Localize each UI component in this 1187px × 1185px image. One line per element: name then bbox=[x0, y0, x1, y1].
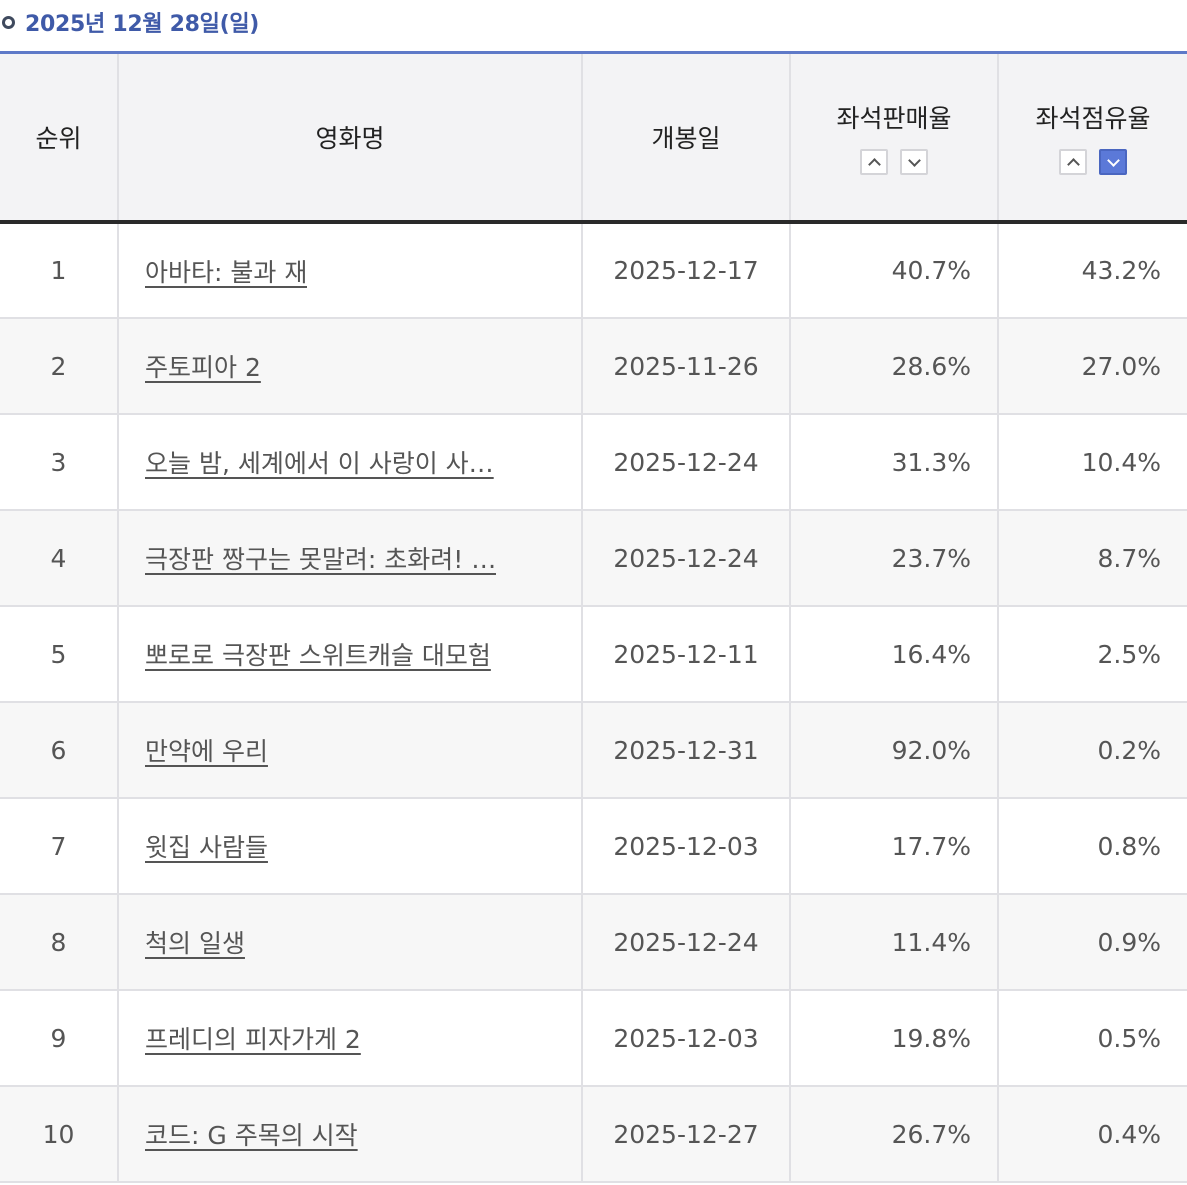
rank-cell: 1 bbox=[0, 222, 118, 319]
column-header-rank: 순위 bbox=[0, 54, 118, 224]
release-date-cell: 2025-12-24 bbox=[581, 414, 790, 511]
title-cell: 윗집 사람들 bbox=[117, 798, 582, 895]
seat-sales-cell: 16.4% bbox=[789, 606, 998, 703]
release-date-cell: 2025-12-17 bbox=[581, 222, 790, 319]
seat-share-cell: 10.4% bbox=[997, 414, 1187, 511]
seat-sales-cell: 92.0% bbox=[789, 702, 998, 799]
table-row: 2 주토피아 2 2025-11-26 28.6% 27.0% bbox=[0, 318, 1187, 415]
movie-title-link[interactable]: 척의 일생 bbox=[145, 929, 245, 958]
column-header-seat-sales: 좌석판매율 bbox=[789, 54, 998, 224]
release-date-cell: 2025-12-31 bbox=[581, 702, 790, 799]
title-cell: 척의 일생 bbox=[117, 894, 582, 991]
circle-bullet-icon bbox=[2, 15, 15, 29]
rank-cell: 9 bbox=[0, 990, 118, 1087]
release-date-cell: 2025-12-24 bbox=[581, 510, 790, 607]
table-row: 9 프레디의 피자가게 2 2025-12-03 19.8% 0.5% bbox=[0, 990, 1187, 1087]
seat-sales-sort bbox=[791, 149, 997, 175]
movie-title-link[interactable]: 프레디의 피자가게 2 bbox=[145, 1025, 361, 1054]
table-body: 1 아바타: 불과 재 2025-12-17 40.7% 43.2% 2 주토피아 2 202… bbox=[0, 222, 1187, 1183]
rank-cell: 7 bbox=[0, 798, 118, 895]
title-cell: 주토피아 2 bbox=[117, 318, 582, 415]
title-cell: 코드: G 주목의 시작 bbox=[117, 1086, 582, 1183]
movie-title-link[interactable]: 만약에 우리 bbox=[145, 737, 268, 766]
rank-cell: 6 bbox=[0, 702, 118, 799]
title-cell: 프레디의 피자가게 2 bbox=[117, 990, 582, 1087]
table-row: 8 척의 일생 2025-12-24 11.4% 0.9% bbox=[0, 894, 1187, 991]
table-row: 5 뽀로로 극장판 스위트캐슬 대모험 2025-12-11 16.4% 2.5% bbox=[0, 606, 1187, 703]
rank-cell: 8 bbox=[0, 894, 118, 991]
rank-cell: 5 bbox=[0, 606, 118, 703]
seat-sales-cell: 31.3% bbox=[789, 414, 998, 511]
release-date-cell: 2025-12-11 bbox=[581, 606, 790, 703]
movie-title-link[interactable]: 주토피아 2 bbox=[145, 353, 261, 382]
seat-share-sort-desc-button[interactable] bbox=[1099, 149, 1127, 175]
seat-share-cell: 0.9% bbox=[997, 894, 1187, 991]
title-cell: 아바타: 불과 재 bbox=[117, 222, 582, 319]
box-office-table: 순위 영화명 개봉일 좌석판매율 좌석점유율 bbox=[0, 54, 1187, 1183]
rank-cell: 4 bbox=[0, 510, 118, 607]
seat-sales-cell: 28.6% bbox=[789, 318, 998, 415]
title-cell: 만약에 우리 bbox=[117, 702, 582, 799]
table-header-row: 순위 영화명 개봉일 좌석판매율 좌석점유율 bbox=[0, 54, 1187, 224]
release-date-cell: 2025-12-27 bbox=[581, 1086, 790, 1183]
column-header-release: 개봉일 bbox=[581, 54, 790, 224]
seat-share-cell: 0.4% bbox=[997, 1086, 1187, 1183]
seat-sales-sort-asc-button[interactable] bbox=[860, 149, 888, 175]
seat-share-cell: 43.2% bbox=[997, 222, 1187, 319]
table-row: 10 코드: G 주목의 시작 2025-12-27 26.7% 0.4% bbox=[0, 1086, 1187, 1183]
title-cell: 극장판 짱구는 못말려: 초화려! … bbox=[117, 510, 582, 607]
date-title: 2025년 12월 28일(일) bbox=[25, 12, 260, 37]
table-row: 7 윗집 사람들 2025-12-03 17.7% 0.8% bbox=[0, 798, 1187, 895]
seat-share-sort-asc-button[interactable] bbox=[1059, 149, 1087, 175]
title-cell: 뽀로로 극장판 스위트캐슬 대모험 bbox=[117, 606, 582, 703]
table-top-line bbox=[0, 51, 1187, 54]
date-header: 2025년 12월 28일(일) bbox=[2, 0, 259, 44]
seat-share-cell: 27.0% bbox=[997, 318, 1187, 415]
table-row: 3 오늘 밤, 세계에서 이 사랑이 사… 2025-12-24 31.3% 10.4% bbox=[0, 414, 1187, 511]
chevron-up-icon bbox=[1066, 157, 1080, 171]
seat-share-label: 좌석점유율 bbox=[1035, 104, 1151, 133]
seat-share-cell: 0.2% bbox=[997, 702, 1187, 799]
seat-sales-cell: 17.7% bbox=[789, 798, 998, 895]
movie-title-link[interactable]: 윗집 사람들 bbox=[145, 833, 268, 862]
seat-share-sort bbox=[999, 149, 1187, 175]
seat-share-cell: 8.7% bbox=[997, 510, 1187, 607]
seat-sales-cell: 11.4% bbox=[789, 894, 998, 991]
rank-cell: 10 bbox=[0, 1086, 118, 1183]
seat-share-cell: 0.8% bbox=[997, 798, 1187, 895]
movie-title-link[interactable]: 코드: G 주목의 시작 bbox=[145, 1121, 358, 1150]
rank-cell: 3 bbox=[0, 414, 118, 511]
table-row: 1 아바타: 불과 재 2025-12-17 40.7% 43.2% bbox=[0, 222, 1187, 319]
seat-share-cell: 2.5% bbox=[997, 606, 1187, 703]
movie-title-link[interactable]: 오늘 밤, 세계에서 이 사랑이 사… bbox=[145, 449, 494, 478]
release-date-cell: 2025-11-26 bbox=[581, 318, 790, 415]
seat-share-cell: 0.5% bbox=[997, 990, 1187, 1087]
release-date-cell: 2025-12-03 bbox=[581, 798, 790, 895]
seat-sales-sort-desc-button[interactable] bbox=[900, 149, 928, 175]
column-header-seat-share: 좌석점유율 bbox=[997, 54, 1187, 224]
movie-title-link[interactable]: 뽀로로 극장판 스위트캐슬 대모험 bbox=[145, 641, 491, 670]
seat-sales-cell: 26.7% bbox=[789, 1086, 998, 1183]
table-row: 6 만약에 우리 2025-12-31 92.0% 0.2% bbox=[0, 702, 1187, 799]
release-date-cell: 2025-12-24 bbox=[581, 894, 790, 991]
movie-title-link[interactable]: 아바타: 불과 재 bbox=[145, 257, 308, 287]
movie-title-link[interactable]: 극장판 짱구는 못말려: 초화려! … bbox=[145, 545, 497, 574]
chevron-up-icon bbox=[867, 157, 881, 171]
chevron-down-icon bbox=[1106, 153, 1120, 167]
seat-sales-label: 좌석판매율 bbox=[836, 104, 952, 133]
seat-sales-cell: 40.7% bbox=[789, 222, 998, 319]
release-date-cell: 2025-12-03 bbox=[581, 990, 790, 1087]
table-row: 4 극장판 짱구는 못말려: 초화려! … 2025-12-24 23.7% 8.7% bbox=[0, 510, 1187, 607]
title-cell: 오늘 밤, 세계에서 이 사랑이 사… bbox=[117, 414, 582, 511]
rank-cell: 2 bbox=[0, 318, 118, 415]
column-header-title: 영화명 bbox=[117, 54, 582, 224]
seat-sales-cell: 19.8% bbox=[789, 990, 998, 1087]
seat-sales-cell: 23.7% bbox=[789, 510, 998, 607]
box-office-table-wrap: 순위 영화명 개봉일 좌석판매율 좌석점유율 bbox=[0, 51, 1187, 1183]
chevron-down-icon bbox=[907, 153, 921, 167]
